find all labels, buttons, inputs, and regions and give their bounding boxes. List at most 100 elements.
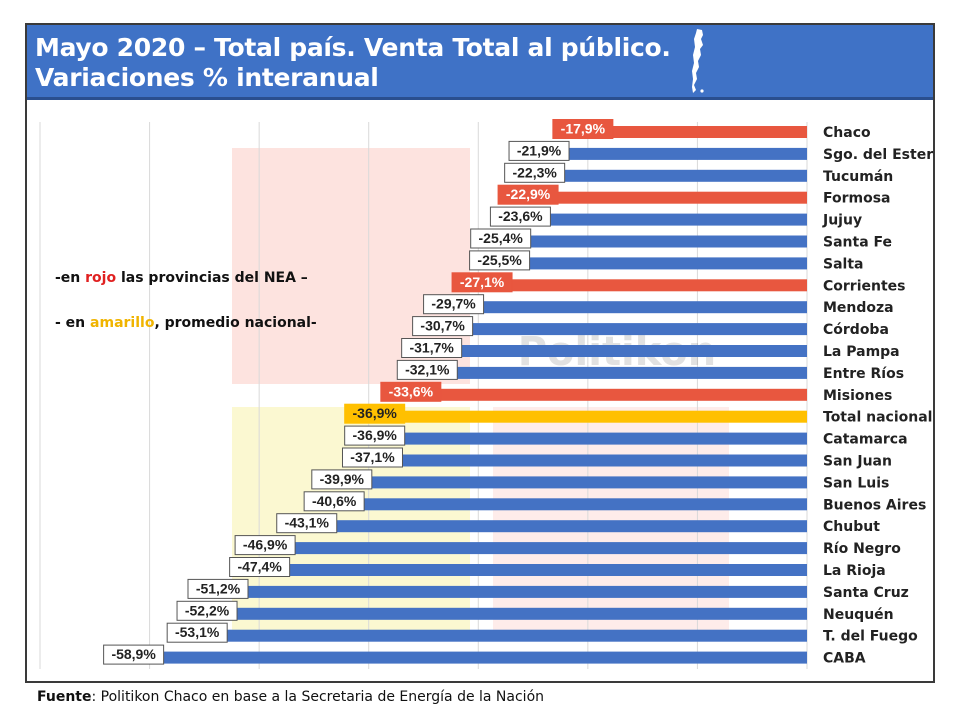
data-label: -58,9% — [111, 646, 156, 662]
chart-title: Mayo 2020 – Total país. Venta Total al p… — [35, 33, 671, 93]
bar-group: -53,1% T. del Fuego — [166, 622, 918, 645]
bar-group: -17,9% Chaco — [552, 119, 871, 141]
bar-group: -37,1% San Juan — [341, 447, 892, 470]
data-label: -30,7% — [420, 318, 465, 334]
category-label: Misiones — [823, 388, 892, 404]
bar-group: -30,7% Córdoba — [412, 316, 889, 338]
data-label: -25,5% — [477, 252, 522, 268]
data-label-box — [423, 294, 485, 315]
bar — [556, 191, 807, 204]
category-label: Formosa — [823, 191, 891, 207]
data-label: -36,9% — [353, 405, 398, 421]
data-label: -47,4% — [237, 559, 282, 575]
title-bar: Mayo 2020 – Total país. Venta Total al p… — [27, 25, 933, 97]
data-label-box — [508, 140, 570, 161]
bar-group: -52,2% Neuquén — [176, 600, 894, 623]
category-label: Chaco — [823, 125, 871, 141]
data-label-box — [311, 469, 373, 490]
bar-group: -39,9% San Luis — [311, 469, 889, 491]
category-label: Santa Cruz — [823, 585, 909, 601]
data-label-box — [166, 622, 228, 643]
bar-group: -33,6% Misiones — [380, 381, 892, 404]
bar — [459, 345, 807, 357]
category-label: Neuquén — [823, 607, 894, 623]
data-label-box — [344, 425, 406, 446]
bar — [470, 323, 807, 336]
title-line-1: Mayo 2020 – Total país. Venta Total al p… — [35, 33, 671, 62]
legend-yellow-word: amarillo — [90, 315, 155, 331]
data-label-box — [396, 359, 458, 380]
bar — [402, 410, 807, 423]
bar — [481, 301, 807, 314]
category-label: Tucumán — [823, 169, 893, 185]
bar — [510, 279, 807, 292]
category-label: Total nacional — [823, 410, 932, 426]
data-label: -22,3% — [512, 164, 557, 180]
bar — [527, 257, 807, 270]
bar-group: -36,9% Total nacional — [344, 403, 932, 426]
category-label: Salta — [823, 256, 863, 272]
bar-group: -36,9% Catamarca — [344, 425, 908, 448]
data-label-box — [451, 272, 513, 293]
data-label: -46,9% — [243, 537, 288, 553]
data-label: -32,1% — [405, 361, 450, 377]
bar — [245, 585, 808, 598]
data-label-box — [380, 381, 442, 402]
bar — [225, 629, 807, 642]
data-label-box — [552, 119, 614, 139]
bar-chart: Politikon -17,9%Chaco-21,9%Sgo. del Este… — [39, 119, 933, 669]
bar-group: -51,2% Santa Cruz — [187, 578, 909, 601]
data-label-box — [344, 403, 406, 424]
data-label: -52,2% — [185, 602, 230, 618]
data-label: -37,1% — [350, 449, 395, 465]
data-label: -21,9% — [517, 142, 562, 158]
category-label: San Juan — [823, 454, 892, 470]
category-label: Río Negro — [823, 541, 901, 557]
bar — [528, 235, 807, 248]
chart-frame: Politikon -17,9%Chaco-21,9%Sgo. del Este… — [25, 23, 935, 683]
bar-group: -32,1% Entre Ríos — [396, 359, 904, 382]
bar-group: -40,6% Buenos Aires — [303, 491, 926, 513]
bar-group: -23,6% Jujuy — [489, 206, 862, 229]
bar-group: -22,3% Tucumán — [504, 162, 893, 185]
data-label: -17,9% — [561, 121, 606, 137]
category-label: Mendoza — [823, 300, 894, 316]
category-label: La Rioja — [823, 563, 886, 579]
data-label-box — [470, 228, 532, 249]
category-label: T. del Fuego — [823, 629, 918, 645]
data-label-box — [504, 162, 566, 183]
data-label: -25,4% — [479, 230, 524, 246]
data-label: -53,1% — [175, 624, 220, 640]
bar — [334, 520, 807, 533]
bar-group: -58,9% CABA — [103, 644, 866, 667]
data-label: -51,2% — [196, 580, 241, 596]
data-label-box — [103, 644, 165, 665]
category-label: CABA — [823, 651, 866, 667]
category-label: La Pampa — [823, 344, 900, 360]
data-label: -29,7% — [431, 296, 476, 312]
data-label: -27,1% — [460, 274, 505, 290]
bar — [438, 388, 807, 401]
category-label: Buenos Aires — [823, 497, 926, 513]
source-note: Fuente: Politikon Chaco en base a la Sec… — [37, 689, 545, 705]
bar — [362, 498, 807, 511]
data-label-box — [489, 206, 551, 227]
bar-group: -47,4% La Rioja — [229, 557, 886, 579]
bar-group: -21,9% Sgo. del Estero — [508, 140, 933, 163]
bar-group: -43,1% Chubut — [276, 513, 880, 535]
data-label-box — [187, 578, 249, 599]
bar — [567, 147, 807, 160]
bar-group: -31,7% La Pampa — [401, 338, 900, 360]
title-line-2: Variaciones % interanual — [35, 63, 379, 92]
data-label-box — [341, 447, 403, 468]
data-label-box — [229, 557, 291, 577]
category-label: Entre Ríos — [823, 366, 904, 382]
bar-group: -29,7% Mendoza — [423, 294, 894, 316]
bar — [548, 213, 807, 226]
data-label-box — [303, 491, 365, 512]
legend-red-word: rojo — [85, 270, 117, 286]
data-label: -36,9% — [353, 427, 398, 443]
data-label: -22,9% — [506, 186, 551, 202]
category-label: Jujuy — [822, 213, 862, 229]
bar — [400, 454, 807, 467]
